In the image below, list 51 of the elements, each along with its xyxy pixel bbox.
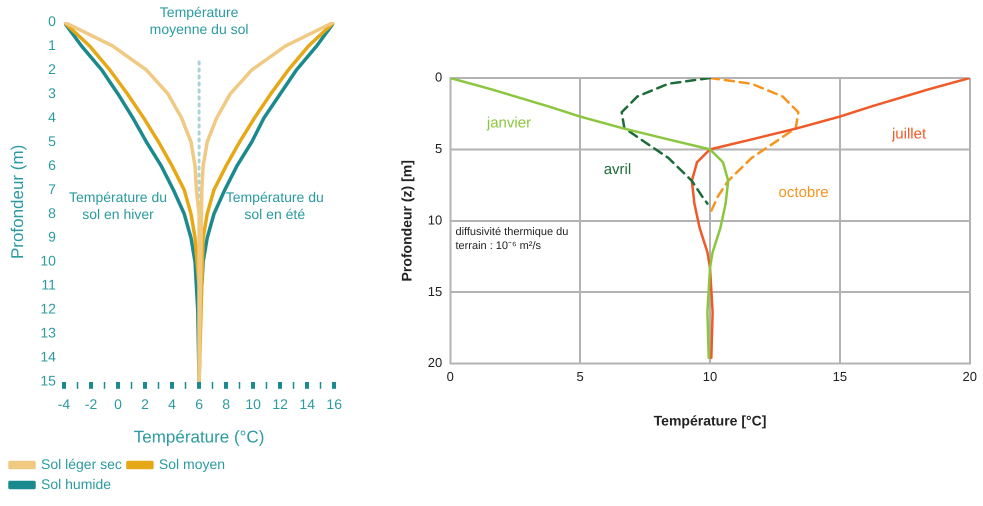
- y-tick-label: 15: [428, 284, 442, 299]
- x-tick-label: 10: [702, 368, 718, 384]
- x-tick-label: -4: [58, 396, 70, 412]
- text: octobre: [778, 184, 829, 202]
- x-tick-label: 20: [962, 368, 978, 384]
- y-tick-label: 0: [48, 12, 56, 29]
- series-label: janvier: [486, 114, 532, 132]
- y-axis-title: Profondeur (m): [8, 144, 27, 260]
- x-tick-label: 12: [272, 396, 288, 412]
- x-tick-label: 15: [832, 368, 848, 384]
- y-tick-label: 20: [428, 355, 442, 370]
- x-tick-label: 14: [299, 396, 316, 412]
- x-tick-label: -2: [84, 396, 98, 412]
- y-tick-label: 6: [48, 156, 56, 173]
- y-tick-label: 10: [40, 252, 56, 269]
- y-tick-label: 5: [435, 140, 442, 156]
- x-tick-label: 0: [446, 368, 454, 384]
- y-tick-label: 2: [48, 60, 56, 77]
- y-tick-label: 9: [48, 228, 56, 245]
- legend-label: Sol moyen: [158, 456, 226, 472]
- y-tick-label: 8: [48, 204, 56, 221]
- y-tick-label: 14: [40, 348, 56, 365]
- y-tick-label: 13: [40, 324, 56, 341]
- annotation: Température du sol en hiver: [68, 188, 168, 222]
- legend-label: Sol léger sec: [41, 456, 122, 472]
- x-tick-label: 0: [114, 396, 122, 412]
- x-axis-title: Température [°C]: [654, 412, 766, 428]
- y-tick-label: 0: [435, 70, 442, 85]
- y-tick-label: 10: [428, 212, 442, 228]
- x-tick-label: 5: [576, 368, 584, 384]
- y-tick-label: 11: [41, 276, 56, 293]
- y-axis-title: Profondeur (z) [m]: [398, 160, 414, 282]
- series-label: avril: [604, 161, 632, 178]
- ref-line-label: Température moyenne du sol: [150, 4, 249, 37]
- x-tick-label: 2: [141, 396, 150, 412]
- x-tick-label: 8: [222, 396, 230, 412]
- x-tick-label: 16: [326, 396, 342, 412]
- x-axis-title: Température (°C): [134, 427, 264, 446]
- y-tick-label: 1: [48, 36, 56, 53]
- x-tick-label: 4: [168, 396, 176, 412]
- series-label: juillet: [890, 126, 927, 143]
- x-tick-label: 10: [245, 396, 262, 412]
- x-tick-label: 6: [195, 396, 204, 412]
- legend-label: Sol humide: [41, 476, 112, 492]
- y-tick-label: 4: [48, 108, 56, 125]
- y-tick-label: 5: [48, 132, 56, 149]
- y-tick-label: 7: [48, 180, 56, 197]
- annotation: diffusivité thermique du terrain : 10⁻⁶ m²/s: [455, 226, 568, 252]
- annotation: Température du sol en été: [226, 188, 324, 222]
- y-tick-label: 12: [40, 300, 56, 317]
- y-tick-label: 3: [48, 84, 56, 101]
